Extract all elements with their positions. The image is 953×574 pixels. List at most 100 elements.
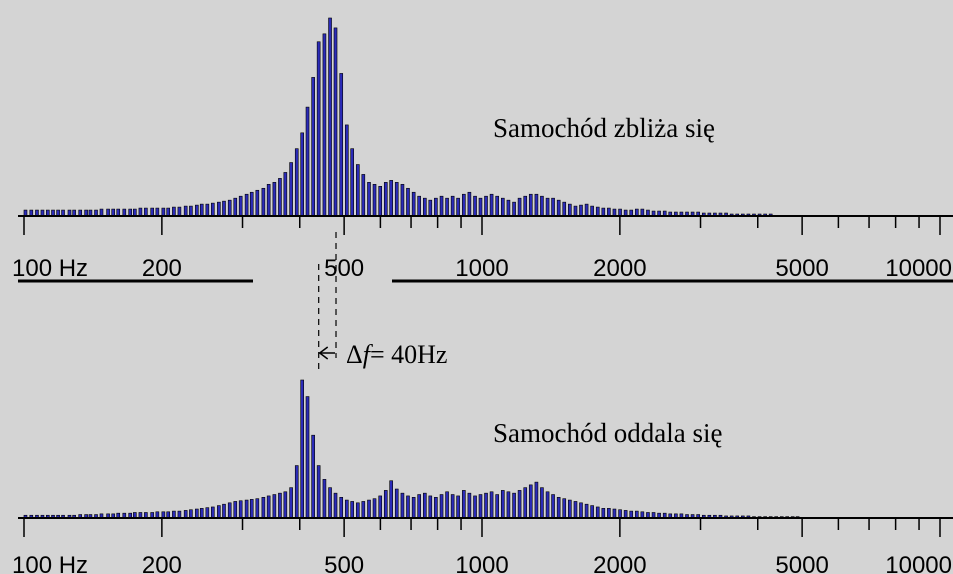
spectrum-approaching: 100 Hz 200 500 1000 2000 5000 10000 bbox=[12, 17, 953, 282]
spectrum-bar bbox=[144, 207, 148, 217]
spectrum-bar bbox=[411, 496, 416, 519]
spectrum-bar bbox=[434, 496, 438, 519]
tick-labels-approaching: 100 Hz 200 500 1000 2000 5000 10000 bbox=[12, 255, 952, 282]
spectrum-bar bbox=[244, 499, 249, 519]
spectrum-bar bbox=[540, 487, 544, 519]
spectrum-bar bbox=[629, 510, 634, 519]
spectrum-bar bbox=[372, 184, 377, 217]
spectrum-bar bbox=[545, 491, 550, 519]
spectrum-bar bbox=[138, 207, 143, 217]
spectrum-bar bbox=[495, 494, 499, 519]
spectrum-bar bbox=[439, 494, 444, 519]
spectrum-bar bbox=[361, 174, 366, 217]
spectrum-bar bbox=[618, 509, 622, 519]
spectrum-bar bbox=[233, 501, 238, 519]
spectrum-bar bbox=[556, 199, 561, 217]
spectrum-bar bbox=[573, 205, 578, 217]
x-tick-label: 5000 bbox=[775, 552, 828, 574]
spectrum-bar bbox=[155, 207, 160, 217]
spectrum-bar bbox=[272, 494, 277, 519]
spectrum-bar bbox=[378, 495, 383, 519]
spectrum-bar bbox=[623, 510, 628, 519]
spectrum-bar bbox=[467, 492, 472, 519]
spectrum-bar bbox=[210, 202, 215, 217]
spectrum-bar bbox=[612, 208, 617, 217]
x-tick-label: 100 Hz bbox=[12, 552, 88, 574]
spectrum-bar bbox=[534, 193, 539, 217]
spectrum-bar bbox=[106, 208, 110, 217]
delta-arrow-head bbox=[318, 346, 329, 360]
spectrum-bar bbox=[161, 207, 166, 217]
spectrum-bar bbox=[434, 197, 438, 217]
spectrum-bar bbox=[278, 178, 282, 217]
spectrum-bar bbox=[199, 508, 204, 519]
spectrum-bar bbox=[478, 494, 483, 519]
spectrum-bar bbox=[584, 503, 589, 519]
spectrum-bar bbox=[328, 17, 332, 217]
x-tick-label: 10000 bbox=[885, 255, 952, 282]
spectrum-bar bbox=[528, 193, 533, 217]
spectrum-bar bbox=[116, 208, 121, 217]
spectrum-bar bbox=[177, 510, 182, 519]
spectrum-bar bbox=[311, 77, 315, 217]
spectrum-bar bbox=[266, 184, 271, 217]
spectrum-bar bbox=[283, 172, 288, 217]
x-tick-label: 200 bbox=[142, 255, 182, 282]
spectrum-bar bbox=[305, 106, 310, 217]
spectrum-bar bbox=[378, 186, 383, 217]
annotation-receding: Samochód oddala się bbox=[493, 418, 722, 448]
spectrum-bar bbox=[111, 208, 116, 217]
spectrum-bar bbox=[283, 491, 288, 519]
spectrum-bar bbox=[500, 490, 505, 519]
spectrum-bar bbox=[445, 197, 449, 217]
spectrum-bar bbox=[579, 204, 583, 217]
spectrum-bar bbox=[556, 496, 561, 519]
spectrum-bar bbox=[328, 487, 332, 519]
spectrum-bar bbox=[339, 496, 344, 519]
spectrum-bar bbox=[217, 201, 221, 217]
spectrum-bar bbox=[400, 492, 405, 519]
spectrum-bar bbox=[350, 148, 354, 217]
spectrum-bar bbox=[233, 197, 238, 217]
spectrum-bar bbox=[506, 199, 511, 217]
spectrum-bar bbox=[189, 205, 193, 217]
spectrum-bar bbox=[406, 495, 410, 519]
spectrum-bar bbox=[150, 207, 155, 217]
spectrum-bar bbox=[428, 495, 433, 519]
spectrum-bar bbox=[411, 191, 416, 217]
spectrum-bar bbox=[456, 197, 460, 217]
spectrum-bar bbox=[300, 379, 305, 519]
spectrum-bar bbox=[445, 491, 449, 519]
spectrum-bar bbox=[467, 191, 472, 217]
x-tick-label: 5000 bbox=[775, 255, 828, 282]
spectrum-bar bbox=[568, 499, 572, 519]
spectrum-bar bbox=[417, 494, 421, 519]
spectrum-bar bbox=[183, 205, 188, 217]
spectrum-bar bbox=[255, 498, 260, 519]
spectrum-bar bbox=[177, 206, 182, 217]
spectrum-bar bbox=[439, 195, 444, 217]
spectrum-bar bbox=[316, 41, 321, 217]
spectrum-bar bbox=[450, 494, 455, 519]
spectrum-bar bbox=[311, 434, 315, 519]
spectrum-bar bbox=[523, 195, 528, 217]
x-tick-label: 500 bbox=[324, 552, 364, 574]
spectrum-bar bbox=[99, 208, 104, 217]
spectrum-bar bbox=[512, 201, 516, 217]
spectrum-bar bbox=[540, 195, 544, 217]
spectrum-bar bbox=[210, 506, 215, 519]
x-tick-label: 2000 bbox=[593, 255, 646, 282]
spectrum-bar bbox=[172, 510, 176, 519]
spectrum-bar bbox=[590, 505, 594, 519]
spectrum-bar bbox=[450, 195, 455, 217]
spectrum-bar bbox=[227, 199, 232, 217]
spectrum-bar bbox=[361, 501, 366, 519]
spectrum-bar bbox=[383, 182, 388, 217]
spectrum-bar bbox=[266, 495, 271, 519]
spectrum-bar bbox=[205, 507, 210, 519]
spectrum-bar bbox=[222, 503, 226, 519]
spectrum-bar bbox=[534, 481, 539, 519]
spectrum-bar bbox=[372, 498, 377, 519]
